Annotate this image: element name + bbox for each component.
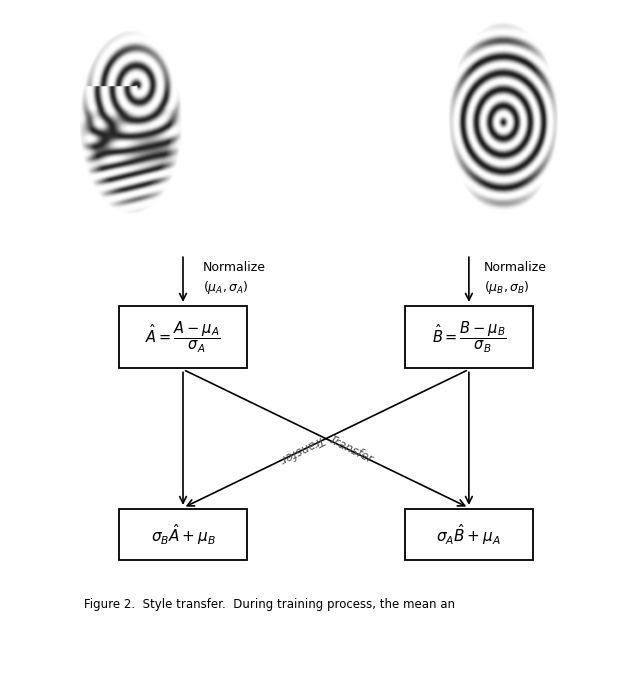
Text: Transfer: Transfer xyxy=(277,433,326,466)
Bar xyxy=(119,306,247,368)
Bar xyxy=(405,509,533,560)
Text: $\hat{A} = \dfrac{A - \mu_A}{\sigma_A}$: $\hat{A} = \dfrac{A - \mu_A}{\sigma_A}$ xyxy=(145,319,221,355)
Text: Transfer: Transfer xyxy=(326,433,375,466)
Text: $\sigma_A \hat{B} + \mu_A$: $\sigma_A \hat{B} + \mu_A$ xyxy=(436,523,501,548)
Text: $\hat{B} = \dfrac{B - \mu_B}{\sigma_B}$: $\hat{B} = \dfrac{B - \mu_B}{\sigma_B}$ xyxy=(431,319,506,355)
Bar xyxy=(405,306,533,368)
Text: $\sigma_B \hat{A} + \mu_B$: $\sigma_B \hat{A} + \mu_B$ xyxy=(151,523,216,548)
Text: Figure 2.  Style transfer.  During training process, the mean an: Figure 2. Style transfer. During trainin… xyxy=(85,598,455,611)
Bar xyxy=(119,509,247,560)
Text: Normalize
$(\mu_B, \sigma_B)$: Normalize $(\mu_B, \sigma_B)$ xyxy=(484,261,547,296)
Text: Normalize
$(\mu_A, \sigma_A)$: Normalize $(\mu_A, \sigma_A)$ xyxy=(203,261,266,296)
